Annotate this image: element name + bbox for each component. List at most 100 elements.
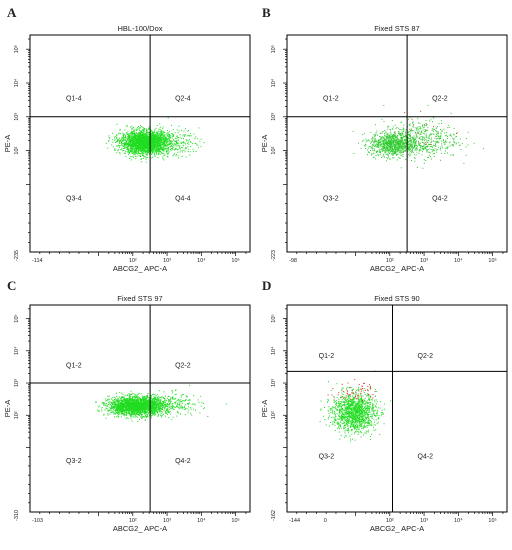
data-point [135, 152, 136, 154]
data-point [450, 135, 452, 137]
data-point [435, 135, 437, 137]
data-point [399, 129, 401, 130]
data-point [403, 133, 405, 135]
data-point [365, 148, 367, 150]
data-point [123, 133, 125, 135]
data-point [154, 143, 156, 145]
data-point [413, 127, 415, 129]
data-point [169, 138, 171, 140]
data-point [397, 142, 399, 144]
data-point [395, 153, 397, 155]
data-point [430, 138, 432, 140]
data-point [397, 141, 399, 143]
data-point [427, 104, 429, 106]
data-point [441, 145, 443, 147]
data-point [156, 153, 157, 155]
data-point [381, 132, 383, 134]
data-point [393, 148, 395, 149]
panel-letter: C [7, 278, 16, 293]
data-point [465, 154, 467, 156]
data-point [387, 146, 389, 148]
data-point [422, 129, 424, 131]
data-point [386, 135, 388, 137]
data-point [123, 146, 125, 148]
data-points [352, 104, 484, 169]
data-point [165, 148, 167, 150]
data-point [399, 151, 401, 153]
data-point [456, 135, 458, 137]
data-point [165, 144, 167, 146]
data-point [177, 151, 179, 153]
data-point [428, 140, 430, 142]
data-point [423, 146, 425, 148]
data-point [166, 139, 168, 141]
data-point [442, 130, 443, 132]
data-point [386, 136, 388, 138]
data-point [154, 147, 156, 149]
data-point [391, 135, 393, 136]
data-point [134, 145, 136, 147]
data-point [393, 145, 395, 147]
data-point [127, 125, 128, 127]
data-point [155, 127, 157, 129]
data-point [159, 132, 161, 134]
data-point [121, 147, 123, 149]
data-point [381, 137, 383, 139]
data-point [169, 135, 171, 137]
data-point [95, 401, 97, 403]
data-point [418, 152, 420, 154]
data-point [384, 139, 385, 141]
data-point [422, 125, 424, 127]
data-point [160, 152, 162, 154]
data-point [124, 142, 126, 144]
data-point [112, 399, 114, 401]
panel-letter: B [262, 5, 271, 20]
data-point [130, 144, 132, 145]
data-point [128, 148, 129, 150]
data-point [400, 122, 402, 124]
data-point [141, 139, 143, 140]
data-point [374, 144, 376, 146]
data-point [145, 151, 147, 153]
data-point [393, 150, 395, 152]
data-point [440, 146, 442, 148]
data-point [114, 139, 116, 141]
data-point [119, 153, 121, 155]
data-point [397, 138, 399, 139]
data-point [163, 153, 165, 155]
data-point [166, 156, 168, 158]
data-point [145, 150, 147, 152]
data-point [423, 162, 425, 164]
data-point [129, 138, 130, 140]
data-point [156, 137, 158, 139]
data-point [420, 139, 422, 141]
x-tick-label: 10³ [420, 258, 428, 264]
data-point [372, 148, 374, 149]
data-point [435, 145, 437, 147]
data-point [163, 141, 165, 143]
data-point [482, 148, 484, 150]
data-point [136, 151, 138, 153]
data-point [392, 141, 394, 143]
data-point [424, 146, 426, 148]
data-point [418, 129, 419, 131]
data-point [400, 152, 402, 153]
data-point [172, 146, 174, 148]
data-point [143, 137, 145, 139]
data-point [156, 125, 158, 126]
data-point [426, 148, 427, 150]
data-point [387, 158, 389, 160]
data-point [151, 134, 152, 136]
data-point [428, 143, 430, 145]
data-point [422, 125, 424, 127]
data-point [419, 144, 421, 146]
data-point [132, 137, 134, 139]
data-point [115, 402, 117, 404]
data-point [397, 147, 399, 149]
data-point [144, 136, 146, 138]
data-point [390, 153, 392, 155]
data-point [388, 145, 390, 147]
data-point [132, 133, 134, 135]
data-point [159, 130, 161, 132]
data-point [133, 145, 135, 147]
